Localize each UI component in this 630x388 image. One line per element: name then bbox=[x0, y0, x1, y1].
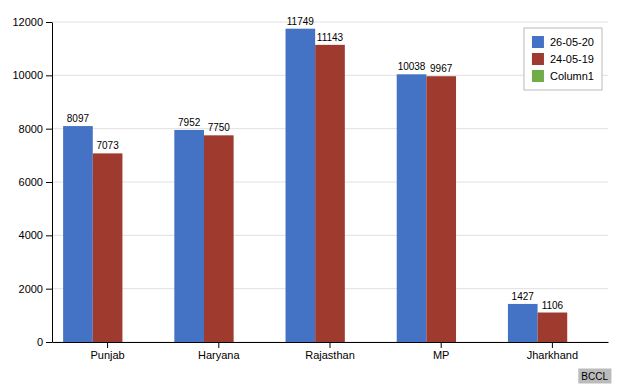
tick-mark bbox=[46, 342, 52, 343]
tick-label: 6000 bbox=[19, 176, 43, 188]
legend-label: Column1 bbox=[550, 70, 594, 82]
bar bbox=[174, 130, 204, 342]
data-labels: 8097 7952 11749 10038 1427 7073 7750 11143 9967 1… bbox=[67, 16, 564, 311]
tick-label: 4000 bbox=[19, 229, 43, 241]
bar bbox=[204, 135, 234, 342]
tick-mark bbox=[441, 342, 442, 348]
tick-mark bbox=[218, 342, 219, 348]
bar-series bbox=[63, 29, 537, 342]
tick-label: 10000 bbox=[12, 69, 43, 81]
tick: Jharkhand bbox=[527, 342, 578, 361]
tick: Punjab bbox=[90, 342, 124, 361]
bars bbox=[63, 29, 567, 342]
tick: 2000 bbox=[19, 283, 52, 295]
tick-label: Jharkhand bbox=[527, 349, 578, 361]
bar bbox=[122, 342, 152, 343]
bar bbox=[538, 313, 568, 342]
data-label: 11143 bbox=[317, 32, 344, 43]
legend-label: 24-05-19 bbox=[550, 53, 594, 65]
axis-line bbox=[52, 23, 53, 343]
bar bbox=[456, 342, 486, 343]
annotation: BCCL bbox=[578, 369, 611, 384]
data-label: 9967 bbox=[430, 63, 453, 74]
bar bbox=[315, 45, 345, 342]
bar bbox=[567, 342, 597, 343]
plot: 8097 7952 11749 10038 1427 7073 7750 11143 9967 1… bbox=[12, 16, 611, 384]
bar bbox=[426, 76, 456, 342]
data-label: 8097 bbox=[67, 113, 90, 124]
tick-mark bbox=[46, 129, 52, 130]
chart: 8097 7952 11749 10038 1427 7073 7750 11143 9967 1… bbox=[0, 0, 630, 388]
data-label: 7750 bbox=[208, 122, 231, 133]
tick: 12000 bbox=[12, 16, 52, 28]
annotation-box bbox=[578, 369, 611, 384]
x-axis: Punjab Haryana Rajasthan MP Jharkhand bbox=[53, 342, 609, 361]
legend-item: Column1 bbox=[532, 70, 594, 82]
tick-label: 8000 bbox=[19, 123, 43, 135]
legend-label: 26-05-20 bbox=[550, 36, 594, 48]
data-label: 1427 bbox=[512, 291, 535, 302]
tick: 8000 bbox=[19, 123, 52, 135]
tick-mark bbox=[46, 75, 52, 76]
tick-label: 12000 bbox=[12, 16, 43, 28]
bar bbox=[63, 126, 93, 342]
tick: Rajasthan bbox=[305, 342, 355, 361]
tick-label: MP bbox=[433, 349, 450, 361]
data-label: 11749 bbox=[287, 16, 315, 27]
tick: Haryana bbox=[198, 342, 240, 361]
tick-mark bbox=[552, 342, 553, 348]
tick-mark bbox=[107, 342, 108, 348]
bar bbox=[234, 342, 264, 343]
tick: 0 bbox=[37, 336, 52, 348]
tick: MP bbox=[433, 342, 450, 361]
tick-label: Rajasthan bbox=[305, 349, 355, 361]
tick: 10000 bbox=[12, 69, 52, 81]
bar bbox=[345, 342, 375, 343]
tick: 6000 bbox=[19, 176, 52, 188]
tick-mark bbox=[46, 22, 52, 23]
legend: 26-05-20 24-05-19 Column1 bbox=[524, 28, 602, 90]
data-label: 10038 bbox=[398, 61, 426, 72]
tick-mark bbox=[330, 342, 331, 348]
bar bbox=[397, 74, 427, 342]
bar-series bbox=[93, 45, 567, 342]
tick-mark bbox=[46, 182, 52, 183]
data-label: 7952 bbox=[178, 117, 201, 128]
tick-mark bbox=[46, 289, 52, 290]
legend-swatch bbox=[532, 70, 544, 82]
tick: 4000 bbox=[19, 229, 52, 241]
y-axis: 0 2000 4000 6000 8000 10000 12000 bbox=[12, 16, 52, 348]
bar bbox=[508, 304, 538, 342]
legend-swatch bbox=[532, 53, 544, 65]
data-label: 7073 bbox=[96, 140, 119, 151]
tick-label: Haryana bbox=[198, 349, 240, 361]
bar bbox=[93, 153, 123, 342]
grid bbox=[52, 22, 608, 342]
tick-label: 2000 bbox=[19, 283, 43, 295]
legend-item: 26-05-20 bbox=[532, 36, 594, 48]
bar bbox=[286, 29, 316, 342]
legend-box bbox=[524, 28, 602, 90]
legend-swatch bbox=[532, 36, 544, 48]
legend-item: 24-05-19 bbox=[532, 53, 594, 65]
grid-line bbox=[52, 22, 608, 23]
tick-label: Punjab bbox=[90, 349, 124, 361]
data-label: 1106 bbox=[542, 300, 564, 311]
tick-mark bbox=[46, 235, 52, 236]
tick-label: 0 bbox=[37, 336, 43, 348]
annotation-text: BCCL bbox=[581, 371, 608, 382]
